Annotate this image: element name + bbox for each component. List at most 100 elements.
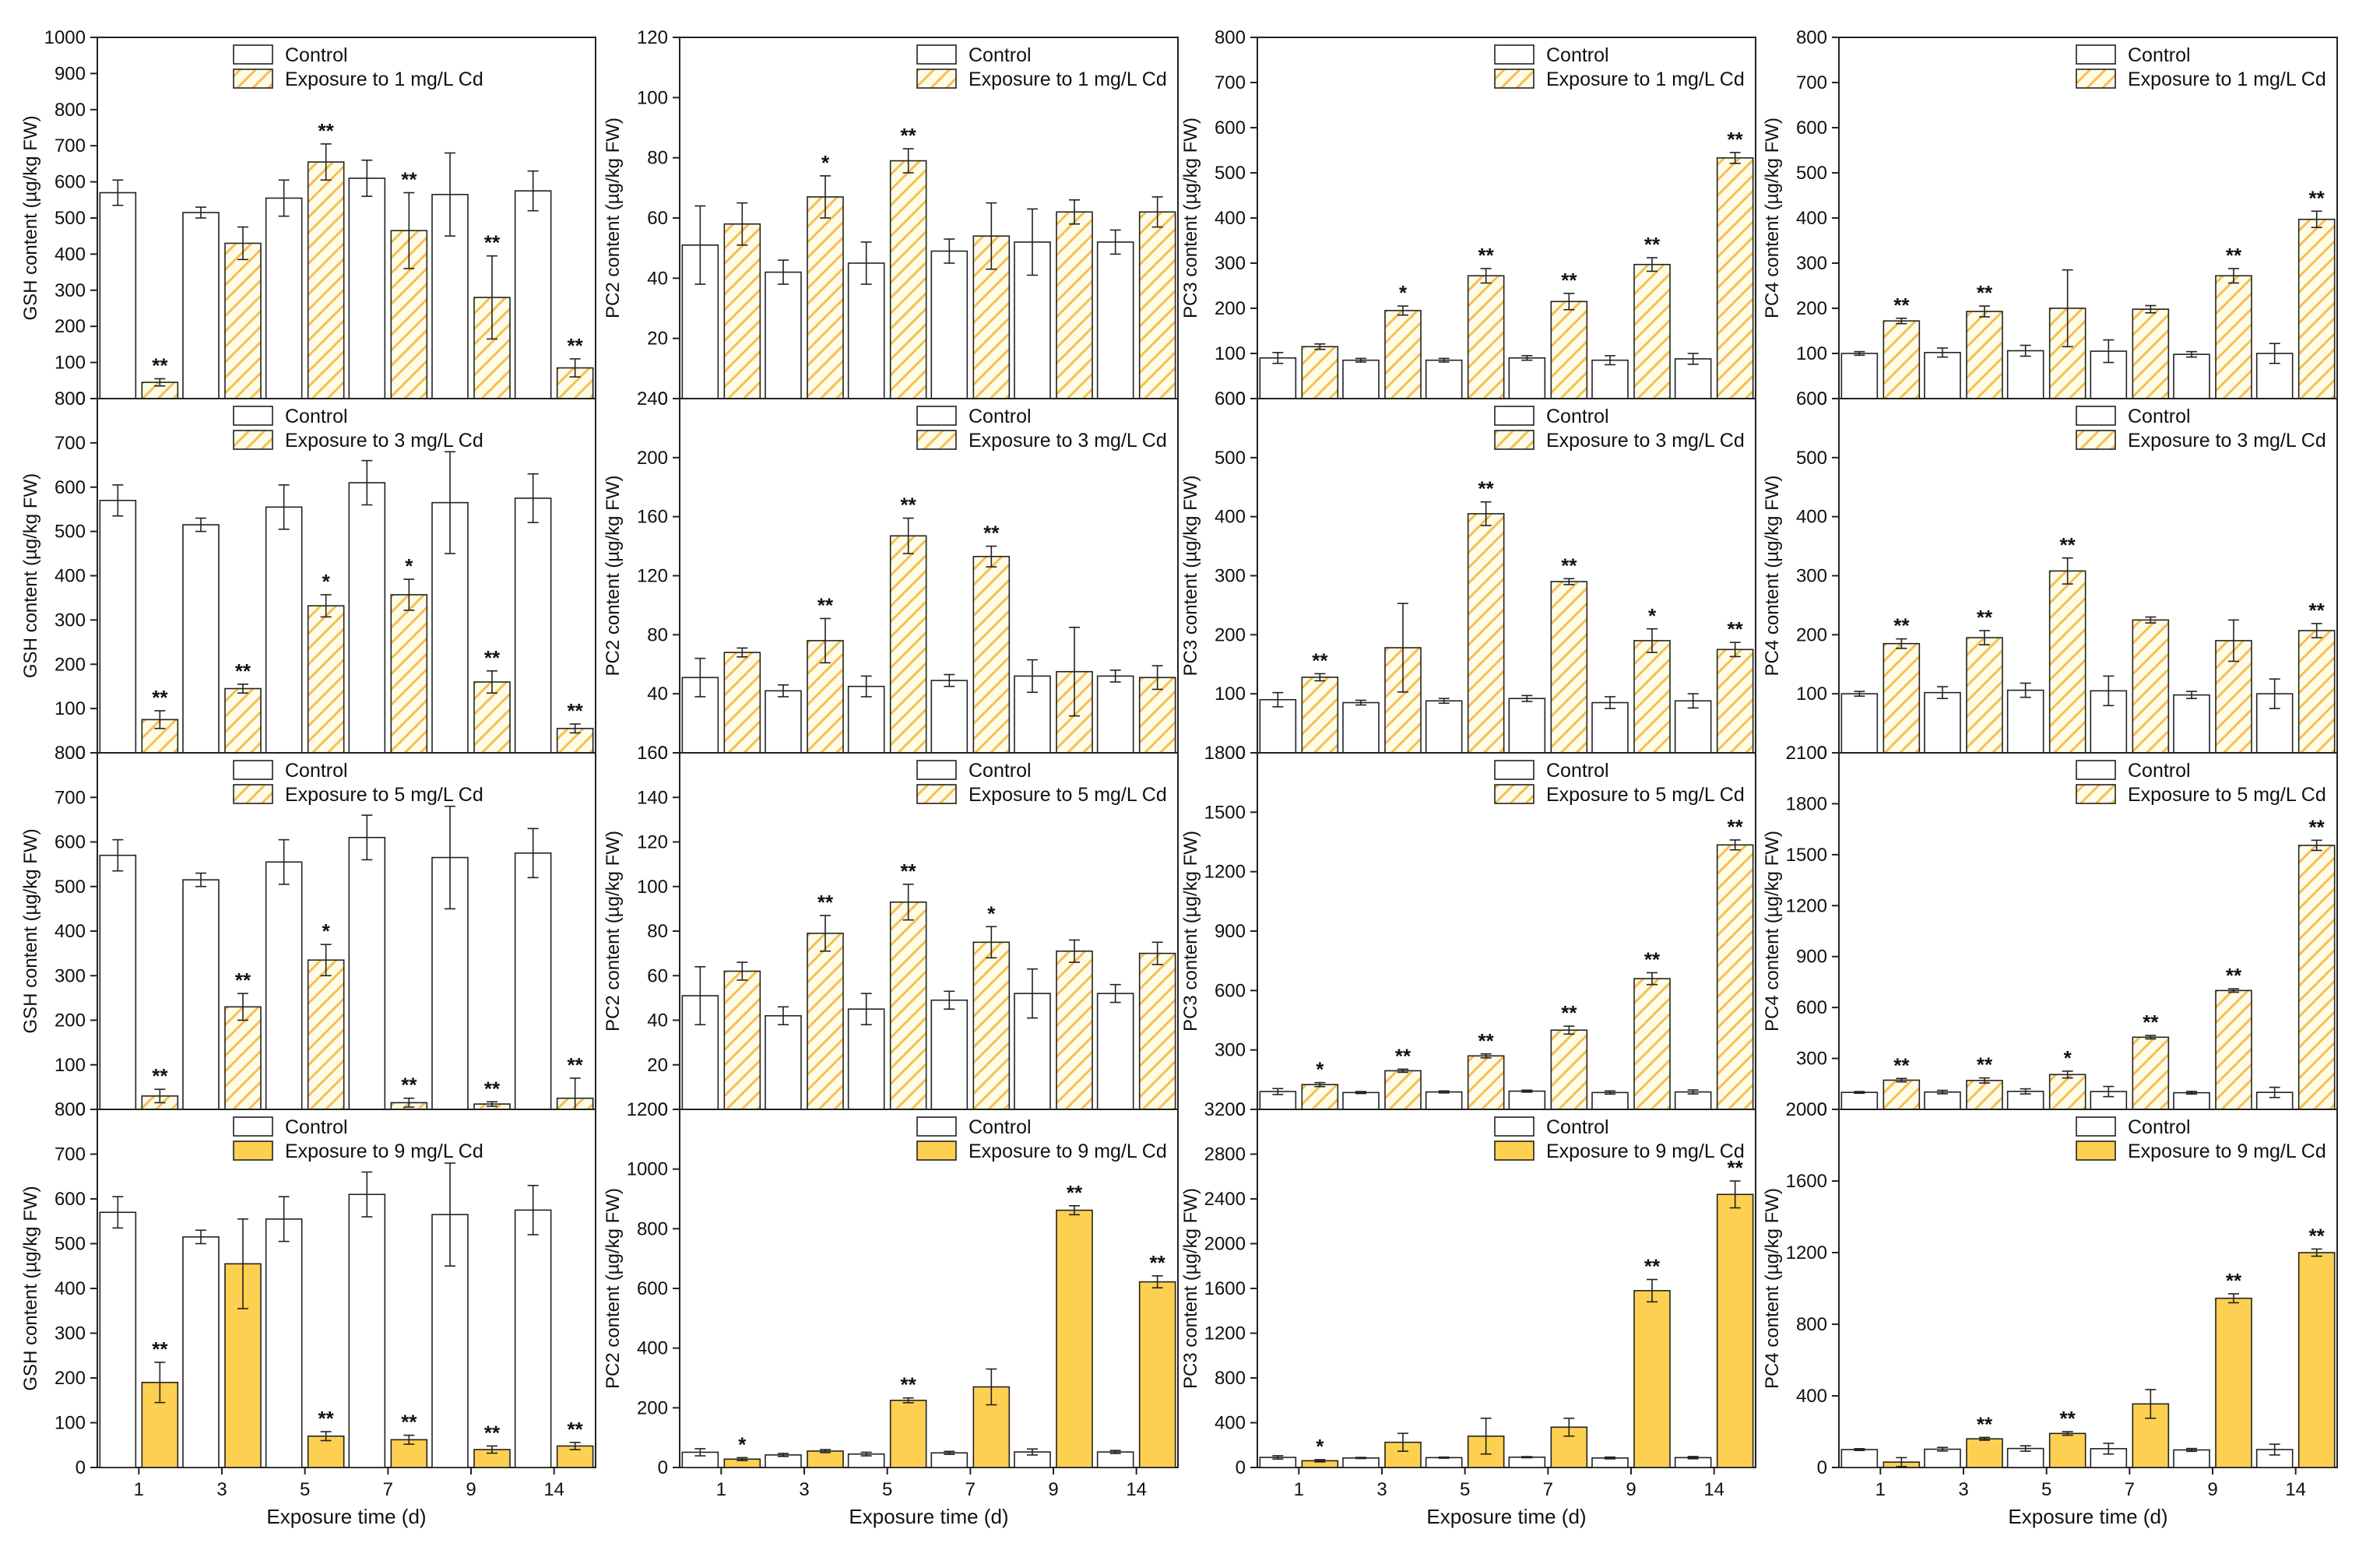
x-axis-label: Exposure time (d) — [2008, 1505, 2167, 1528]
legend-control-swatch — [2076, 44, 2116, 65]
y-tick-label: 120 — [637, 27, 668, 48]
y-axis-label: PC3 content (µg/kg FW) — [1180, 118, 1201, 318]
y-tick-label: 1200 — [1786, 1242, 1827, 1264]
legend-control-label: Control — [2128, 760, 2191, 782]
treatment-bar — [307, 959, 345, 1110]
y-tick-label: 80 — [647, 148, 668, 169]
y-tick-label: 500 — [54, 522, 86, 543]
x-tick-label: 9 — [1048, 1479, 1058, 1500]
y-axis-label: PC2 content (µg/kg FW) — [603, 1188, 624, 1389]
legend: Control Exposure to 9 mg/L Cd — [916, 1116, 1167, 1162]
y-tick-label: 1600 — [1204, 1278, 1246, 1299]
legend: Control Exposure to 1 mg/L Cd — [233, 44, 483, 90]
y-tick-label: 800 — [54, 1099, 86, 1120]
significance-mark: ** — [318, 1407, 335, 1430]
y-tick-label: 200 — [54, 1010, 86, 1032]
legend-control-label: Control — [1546, 406, 1609, 427]
plot-frame — [97, 1109, 596, 1468]
x-tick-label: 7 — [2125, 1479, 2135, 1500]
legend-exposure-label: Exposure to 5 mg/L Cd — [285, 784, 483, 806]
significance-mark: ** — [568, 1053, 584, 1077]
control-bar — [514, 1209, 552, 1468]
panel-r3c2: 0 20 40 60 80 100 120 140 160 PC2 content (µg/kg … — [603, 743, 1179, 1120]
control-bar — [930, 680, 969, 754]
y-tick-label: 1800 — [1204, 743, 1246, 764]
y-tick-label: 500 — [1215, 163, 1246, 184]
y-tick-label: 800 — [1796, 1314, 1827, 1335]
significance-mark: ** — [2060, 1407, 2076, 1430]
legend-exposure-label: Exposure to 3 mg/L Cd — [285, 430, 483, 452]
x-tick-label: 1 — [134, 1479, 144, 1500]
treatment-bar — [2048, 1432, 2086, 1468]
x-tick-label: 14 — [543, 1479, 564, 1500]
y-tick-label: 500 — [54, 877, 86, 898]
control-bar — [348, 836, 386, 1110]
control-bar — [847, 262, 885, 399]
y-tick-label: 700 — [54, 135, 86, 156]
y-tick-label: 100 — [1215, 684, 1246, 705]
significance-mark: ** — [2309, 599, 2326, 622]
legend-control-swatch — [1494, 1116, 1535, 1137]
legend: Control Exposure to 3 mg/L Cd — [916, 406, 1167, 452]
y-tick-label: 300 — [1215, 253, 1246, 274]
significance-mark: ** — [1644, 1255, 1661, 1278]
x-tick-label: 5 — [300, 1479, 310, 1500]
y-tick-label: 1200 — [1204, 1323, 1246, 1344]
y-tick-label: 1800 — [1786, 793, 1827, 814]
panel-r4c2: 0 200 400 600 800 1000 1200 PC2 content (µg/kg … — [603, 1099, 1179, 1528]
legend-control-swatch — [2076, 760, 2116, 780]
y-tick-label: 300 — [1215, 566, 1246, 587]
panel-r1c1: 0 100 200 300 400 500 600 700 800 900 1000 GSH cont… — [20, 27, 596, 409]
y-tick-label: 40 — [647, 684, 668, 705]
treatment-bar — [1056, 211, 1093, 399]
treatment-bar — [1467, 513, 1505, 754]
y-tick-label: 2400 — [1204, 1189, 1246, 1210]
y-tick-label: 120 — [637, 832, 668, 853]
y-tick-label: 2000 — [1204, 1234, 1246, 1255]
x-tick-label: 3 — [1376, 1479, 1387, 1500]
panel-r2c4: 0 100 200 300 400 500 600 PC4 content (µg/kg FW… — [1762, 388, 2338, 764]
significance-mark: ** — [235, 659, 251, 683]
significance-mark: ** — [152, 1337, 168, 1361]
significance-mark: ** — [901, 1373, 917, 1397]
legend-exposure-swatch — [1494, 430, 1535, 450]
significance-mark: ** — [1728, 617, 1744, 641]
y-axis-label: GSH content (µg/kg FW) — [20, 828, 41, 1033]
plot-frame — [679, 752, 1179, 1110]
y-tick-label: 400 — [1796, 507, 1827, 528]
treatment-bar — [1966, 637, 2003, 754]
y-tick-label: 2100 — [1786, 743, 1827, 764]
legend-control-label: Control — [969, 1116, 1032, 1138]
significance-mark: ** — [2143, 1010, 2159, 1034]
x-axis-label: Exposure time (d) — [266, 1505, 426, 1528]
treatment-bar — [1467, 275, 1505, 399]
y-tick-label: 800 — [1796, 27, 1827, 48]
legend-exposure-swatch — [1494, 69, 1535, 89]
legend-exposure-label: Exposure to 1 mg/L Cd — [285, 69, 483, 90]
legend-exposure-swatch — [1494, 1141, 1535, 1161]
control-bar — [2173, 1449, 2210, 1468]
plot-frame — [1257, 398, 1756, 754]
legend-control-swatch — [1494, 760, 1535, 780]
treatment-bar — [1138, 211, 1176, 399]
treatment-bar — [889, 901, 927, 1110]
control-bar — [348, 1193, 386, 1468]
y-tick-label: 0 — [1817, 743, 1827, 764]
control-bar — [182, 524, 220, 754]
legend-exposure-swatch — [916, 1141, 957, 1161]
y-axis-label: GSH content (µg/kg FW) — [20, 1186, 41, 1390]
significance-mark: ** — [484, 231, 501, 255]
panel-r3c3: 0 300 600 900 1200 1500 1800 PC3 content (µg/kg… — [1180, 743, 1756, 1120]
significance-mark: ** — [1644, 947, 1661, 971]
treatment-bar — [807, 933, 844, 1110]
y-tick-label: 80 — [647, 624, 668, 645]
x-tick-label: 7 — [965, 1479, 976, 1500]
y-tick-label: 400 — [637, 1338, 668, 1359]
treatment-bar — [1138, 952, 1176, 1110]
legend-control-swatch — [233, 406, 273, 426]
y-tick-label: 200 — [637, 448, 668, 469]
y-tick-label: 400 — [54, 244, 86, 265]
